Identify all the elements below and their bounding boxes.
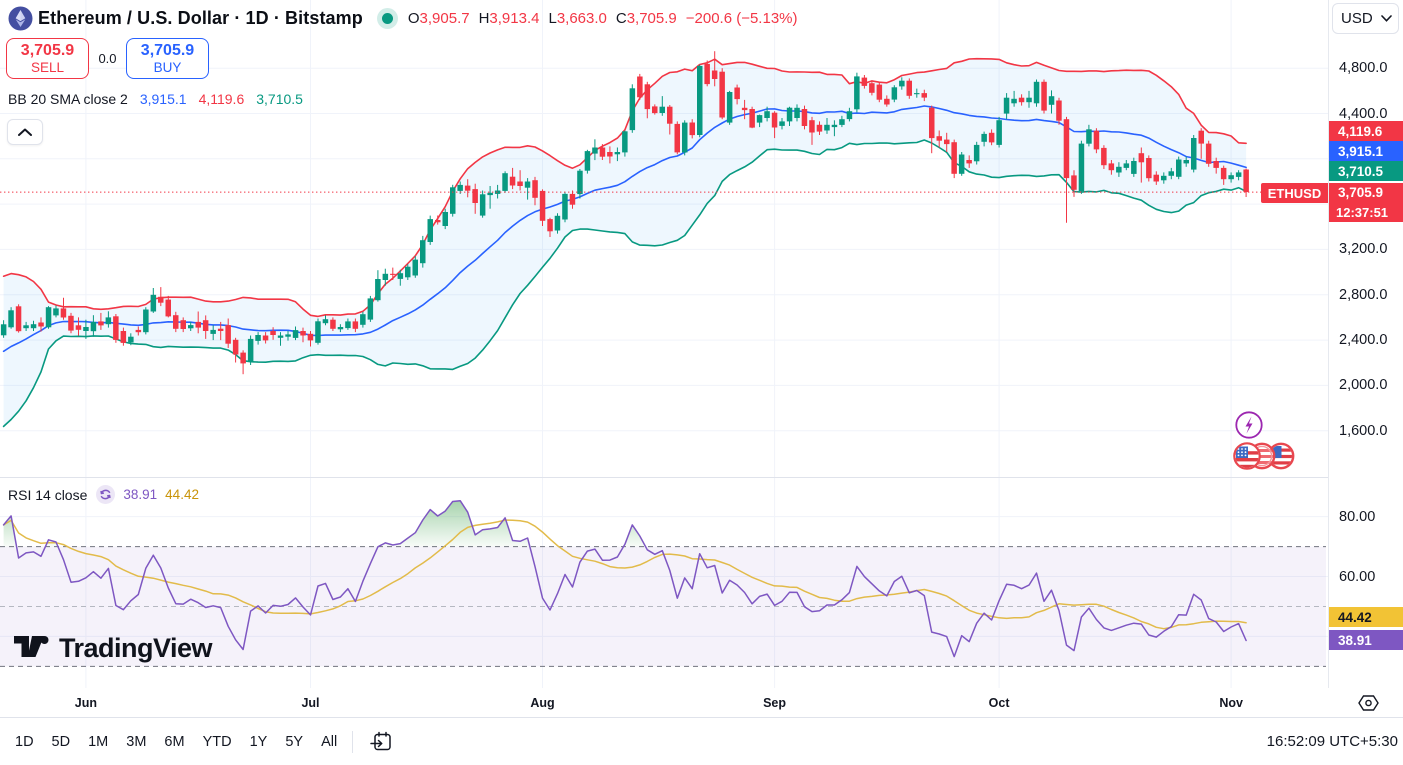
open-value: 3,905.7 — [419, 10, 470, 27]
rsi-ma-value: 44.42 — [165, 487, 199, 502]
month-label: Jun — [74, 695, 98, 710]
rsi-tick-label: 80.00 — [1339, 508, 1376, 525]
bb-price-tag: 4,119.6 — [1329, 121, 1403, 141]
calendar-icon — [370, 731, 391, 750]
time-axis[interactable]: Jun Jul Aug Sep Oct Nov — [0, 688, 1403, 717]
rsi-value-tag: 38.91 — [1329, 630, 1403, 650]
symbol-price-flag: ETHUSD — [1261, 183, 1328, 204]
currency-dropdown[interactable]: USD — [1332, 3, 1399, 34]
event-markers — [1233, 411, 1295, 470]
refresh-icon[interactable] — [96, 485, 116, 504]
pane-separator[interactable] — [0, 477, 1403, 478]
last-price-value: 3,705.9 — [1338, 185, 1384, 200]
bb-indicator-legend[interactable]: BB 20 SMA close 2 3,915.1 4,119.6 3,710.… — [8, 91, 303, 107]
rsi-values: 38.91 44.42 — [123, 487, 199, 502]
high-value: 3,913.4 — [489, 10, 540, 27]
tradingview-wordmark: TradingView — [59, 633, 213, 663]
ohlc-values: O3,905.7 H3,913.4 L3,663.0 C3,705.9 −200… — [407, 10, 798, 27]
price-tick-label: 1,600.0 — [1339, 422, 1388, 439]
time-axis-settings-icon[interactable] — [1358, 695, 1379, 711]
low-value: 3,663.0 — [556, 10, 607, 27]
rsi-value: 38.91 — [123, 487, 158, 502]
clock[interactable]: 16:52:09 UTC+5:30 — [1266, 733, 1398, 750]
range-button-all[interactable]: All — [321, 733, 338, 750]
rsi-label: RSI 14 close — [8, 486, 88, 503]
bar-countdown: 12:37:51 — [1336, 204, 1389, 220]
collapse-pane-button[interactable] — [7, 119, 43, 145]
rsi-line — [2, 499, 1247, 658]
toolbar-divider — [352, 730, 354, 753]
ethereum-logo-icon — [8, 6, 33, 31]
trade-panel: 3,705.9 SELL 0.0 3,705.9 BUY — [6, 38, 209, 79]
rsi-overbought-fill — [623, 524, 646, 547]
month-label: Aug — [530, 695, 555, 710]
range-switcher: 1D 5D 1M 3M 6M YTD 1Y 5Y All — [6, 718, 394, 765]
chevron-up-icon — [18, 128, 32, 136]
sell-button[interactable]: 3,705.9 SELL — [6, 38, 89, 79]
bb-basis-value: 3,915.1 — [139, 91, 187, 107]
chart-header: Ethereum / U.S. Dollar · 1D · Bitstamp O… — [8, 5, 798, 32]
range-button-1d[interactable]: 1D — [15, 733, 34, 750]
tradingview-glyph-icon — [14, 636, 49, 657]
price-tick-label: 3,200.0 — [1339, 241, 1388, 258]
rsi-value-tag: 44.42 — [1329, 607, 1403, 627]
close-value: 3,705.9 — [626, 10, 677, 27]
go-to-date-button[interactable] — [369, 730, 394, 754]
change-value: −200.6 (−5.13%) — [685, 10, 798, 27]
price-tick-label: 2,400.0 — [1339, 332, 1388, 349]
range-button-5d[interactable]: 5D — [51, 733, 71, 750]
month-label: Oct — [988, 695, 1010, 710]
range-button-5y[interactable]: 5Y — [285, 733, 304, 750]
price-tick-label: 2,800.0 — [1339, 286, 1388, 303]
chevron-down-icon — [1381, 15, 1392, 22]
rsi-ma-line — [2, 519, 1247, 630]
price-tick-label: 2,000.0 — [1339, 377, 1388, 394]
tradingview-watermark[interactable]: TradingView — [14, 633, 213, 664]
bb-fill — [3, 58, 1247, 427]
rsi-overbought-fill — [378, 500, 530, 547]
spread-value: 0.0 — [98, 51, 117, 66]
bb-label: BB 20 SMA close 2 — [8, 91, 128, 107]
range-button-1y[interactable]: 1Y — [249, 733, 268, 750]
bb-basis-line — [2, 105, 1247, 353]
range-button-ytd[interactable]: YTD — [202, 733, 232, 750]
range-button-6m[interactable]: 6M — [164, 733, 185, 750]
currency-value: USD — [1341, 10, 1373, 27]
month-label: Nov — [1219, 695, 1243, 710]
month-label: Sep — [763, 695, 787, 710]
market-status-icon[interactable] — [376, 8, 398, 29]
bb-upper-value: 4,119.6 — [198, 91, 245, 107]
price-tick-label: 4,400.0 — [1339, 105, 1388, 122]
candles — [0, 51, 1249, 375]
last-price-tag: 3,705.9 12:37:51 — [1329, 182, 1403, 222]
bb-lower-band — [2, 139, 1247, 428]
rsi-indicator-legend[interactable]: RSI 14 close 38.91 44.42 — [8, 485, 199, 504]
bb-price-tag: 3,915.1 — [1329, 141, 1403, 161]
chart-canvas[interactable] — [0, 0, 1403, 688]
range-button-1m[interactable]: 1M — [88, 733, 109, 750]
bb-price-tag: 3,710.5 — [1329, 161, 1403, 181]
rsi-tick-label: 60.00 — [1339, 568, 1376, 585]
buy-button[interactable]: 3,705.9 BUY — [126, 38, 209, 79]
us-flag-event-icons[interactable] — [1233, 442, 1295, 470]
price-tick-label: 4,800.0 — [1339, 60, 1388, 77]
bb-lower-value: 3,710.5 — [256, 91, 303, 107]
month-label: Jul — [301, 695, 320, 710]
range-button-3m[interactable]: 3M — [126, 733, 147, 750]
bb-upper-band — [2, 57, 1247, 318]
price-axis[interactable]: 4,800.0 4,400.0 3,200.0 2,800.0 2,400.0 2,000… — [1328, 0, 1403, 688]
bottom-toolbar: 1D 5D 1M 3M 6M YTD 1Y 5Y All 16:52:09 UTC+5:30 — [0, 717, 1403, 765]
symbol-title[interactable]: Ethereum / U.S. Dollar · 1D · Bitstamp — [38, 8, 363, 28]
